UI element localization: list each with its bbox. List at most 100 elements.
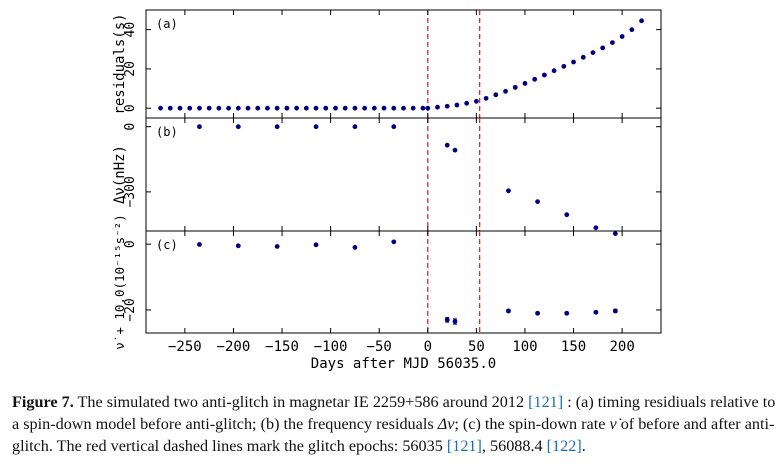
y-axis-label: residuals(s)	[112, 13, 128, 114]
data-point	[561, 63, 567, 69]
data-point	[313, 105, 319, 111]
data-point	[352, 245, 358, 250]
x-tick-label: 50	[468, 339, 485, 355]
data-point	[506, 308, 511, 314]
data-point	[216, 105, 222, 111]
panel-c: 0 −20 (c) ν̇ + 10.0(10⁻¹⁵s⁻²)	[112, 214, 662, 350]
data-point	[571, 59, 576, 65]
data-point	[629, 27, 635, 33]
data-point	[333, 105, 338, 111]
data-point	[235, 124, 241, 130]
panel-b: 0 −300 (b) Δν(nHz)	[112, 117, 662, 237]
data-point	[391, 239, 397, 245]
data-point	[274, 124, 280, 130]
caption-text-2: : (a) timing residiuals relative to a sp…	[12, 393, 776, 433]
x-tick-label: 0	[424, 339, 432, 355]
data-point	[512, 84, 518, 90]
data-point	[362, 105, 368, 111]
data-point	[303, 105, 309, 111]
data-point	[197, 124, 202, 130]
data-point	[464, 100, 470, 106]
data-point	[503, 88, 508, 94]
panel-label: (a)	[156, 17, 178, 31]
data-point	[444, 103, 450, 109]
caption-text-1: The simulated two anti-glitch in magneta…	[73, 393, 529, 411]
data-point	[425, 105, 431, 111]
data-point	[410, 105, 416, 111]
caption-reference-3[interactable]: [122]	[546, 437, 582, 455]
y-tick-label: 20	[123, 61, 138, 77]
data-point	[532, 76, 538, 82]
data-point	[255, 105, 261, 111]
data-point	[274, 105, 280, 111]
data-point	[284, 105, 290, 111]
data-point	[352, 124, 358, 130]
data-point	[541, 72, 547, 78]
data-point	[593, 225, 599, 231]
data-point	[197, 105, 202, 111]
y-tick-label: −300	[123, 176, 138, 207]
data-point	[420, 105, 426, 111]
data-point	[522, 81, 528, 86]
data-point	[323, 105, 329, 111]
x-tick-label: 100	[512, 339, 537, 355]
caption-reference-1[interactable]: [121]	[528, 393, 564, 411]
caption-symbol-delta-nu: Δν	[437, 415, 455, 433]
x-tick-label: 150	[561, 339, 586, 355]
x-tick-label: −250	[168, 339, 202, 355]
data-point	[294, 105, 300, 111]
data-point	[610, 40, 615, 45]
data-point	[313, 124, 319, 130]
data-point	[551, 68, 557, 74]
data-point	[435, 104, 440, 110]
x-tick-label: −100	[314, 339, 348, 355]
caption-text-3: ; (c) the spin-down rate	[454, 415, 610, 433]
data-point	[612, 231, 618, 237]
panel-frame	[145, 117, 662, 232]
data-point	[381, 105, 387, 111]
caption-text-6: .	[581, 437, 586, 455]
panel-frame	[145, 230, 662, 334]
data-point	[590, 50, 596, 56]
caption-reference-2[interactable]: [121]	[446, 437, 482, 455]
data-point	[177, 105, 183, 111]
data-point	[593, 309, 599, 315]
x-axis-label: Days after MJD 56035.0	[311, 356, 496, 372]
data-point	[206, 105, 212, 111]
data-point	[226, 105, 231, 111]
data-point	[274, 244, 280, 249]
caption-symbol-nu-dot: ν̇	[609, 415, 617, 433]
data-point	[371, 105, 377, 111]
caption-text-4: of before and after anti-glitch. The red…	[12, 415, 775, 455]
data-point	[265, 105, 270, 111]
data-point	[564, 310, 570, 316]
panel-frame	[145, 9, 662, 119]
panel-label: (b)	[156, 125, 178, 139]
data-point	[197, 242, 202, 247]
data-point	[639, 18, 644, 24]
data-point	[245, 105, 251, 111]
figure-caption: Figure 7. The simulated two anti-glitch …	[12, 391, 776, 457]
data-point	[187, 105, 193, 111]
data-point	[612, 308, 618, 314]
data-point	[391, 124, 397, 130]
y-tick-label: 0	[123, 240, 138, 248]
data-point	[580, 54, 586, 60]
data-point	[391, 105, 397, 111]
data-point	[167, 105, 173, 111]
y-tick-label: 0	[123, 123, 138, 131]
data-point	[535, 199, 540, 205]
x-tick-label: −200	[217, 339, 251, 355]
data-point	[535, 310, 540, 316]
y-tick-label: −20	[123, 298, 138, 321]
data-point	[444, 142, 450, 148]
panel-a: 0 20 40 (a) residuals(s)	[112, 9, 662, 119]
y-axis-label: Δν(nHz)	[112, 145, 128, 204]
data-point	[313, 242, 319, 248]
data-point	[352, 105, 358, 111]
y-tick-label: 0	[123, 104, 138, 112]
y-tick-label: 40	[123, 22, 138, 38]
data-point	[158, 105, 163, 111]
data-point	[444, 317, 450, 323]
data-point	[235, 105, 241, 111]
